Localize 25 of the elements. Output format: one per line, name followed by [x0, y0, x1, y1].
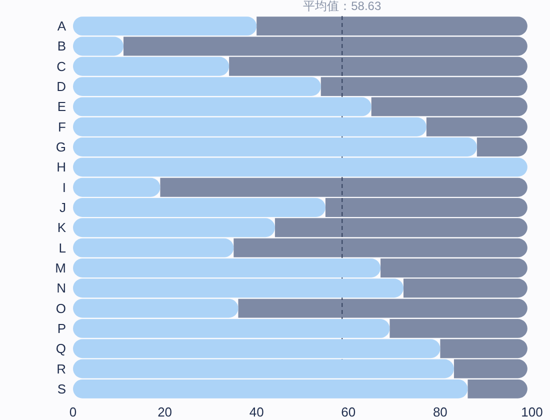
y-tick-label: J [60, 200, 66, 215]
y-tick-label: O [56, 300, 66, 316]
y-tick-label: A [57, 18, 66, 34]
y-tick-label: N [56, 280, 66, 296]
x-tick-label: 100 [521, 404, 543, 420]
y-tick-label: D [56, 79, 66, 94]
y-tick-label: M [55, 260, 66, 276]
x-tick-label: 40 [249, 404, 264, 420]
x-tick-label: 20 [158, 404, 172, 420]
x-tick-label: 0 [69, 404, 77, 420]
y-tick-label: B [57, 38, 66, 54]
y-tick-label: S [57, 381, 66, 396]
y-tick-label: G [56, 140, 66, 155]
y-tick-label: L [58, 240, 66, 256]
y-tick-label: K [57, 220, 66, 236]
y-tick-label: E [57, 99, 66, 114]
y-tick-label: C [56, 58, 66, 74]
y-tick-label: Q [56, 341, 66, 356]
x-tick-label: 60 [341, 404, 356, 420]
y-tick-label: F [58, 119, 66, 134]
y-tick-label: I [62, 180, 66, 195]
y-tick-label: H [56, 160, 66, 175]
x-tick-label: 80 [432, 404, 448, 420]
y-tick-label: P [57, 320, 66, 336]
y-tick-label: R [56, 361, 66, 376]
